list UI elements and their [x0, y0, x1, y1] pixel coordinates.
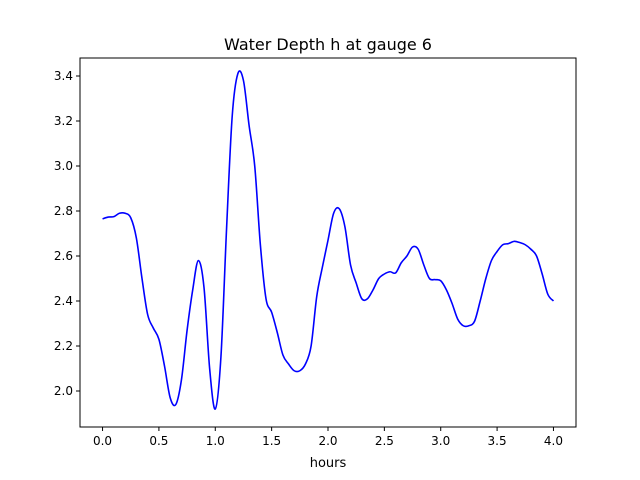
y-tick-label: 3.0	[54, 159, 73, 173]
axes-frame	[79, 57, 577, 428]
y-tick-label: 2.4	[54, 294, 73, 308]
x-axis-label: hours	[310, 456, 347, 471]
y-tick-label: 3.2	[54, 114, 73, 128]
x-tick-label: 1.5	[262, 434, 281, 448]
y-tick-label: 2.8	[54, 204, 73, 218]
x-tick-label: 0.5	[149, 434, 168, 448]
x-tick-label: 0.0	[93, 434, 112, 448]
x-tick-label: 1.0	[206, 434, 225, 448]
y-tick-label: 2.6	[54, 249, 73, 263]
y-tick-label: 3.4	[54, 69, 73, 83]
series-line	[102, 70, 555, 410]
y-tick-label: 2.2	[54, 339, 73, 353]
x-tick-label: 4.0	[544, 434, 563, 448]
x-tick-label: 3.0	[431, 434, 450, 448]
x-tick-label: 2.5	[375, 434, 394, 448]
series-layer	[102, 70, 555, 410]
chart-title: Water Depth h at gauge 6	[224, 35, 432, 54]
y-tick-label: 2.0	[54, 384, 73, 398]
plot-area: 0.0 0.5 1.0 1.5 2.0 2.5 3.0 3.5 4.0 2.0 2.2 2.4 2.6…	[54, 57, 577, 448]
x-tick-label: 2.0	[318, 434, 337, 448]
x-tick-label: 3.5	[488, 434, 507, 448]
x-axis-ticks: 0.0 0.5 1.0 1.5 2.0 2.5 3.0 3.5 4.0	[93, 427, 563, 448]
y-axis-ticks: 2.0 2.2 2.4 2.6 2.8 3.0 3.2 3.4	[54, 69, 80, 398]
